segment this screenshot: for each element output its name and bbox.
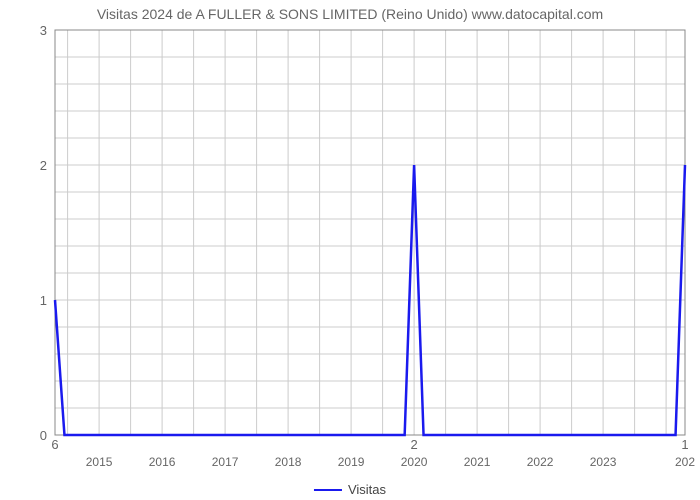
x-tick-label: 2023 [590,455,617,469]
y-tick-label: 2 [40,158,47,173]
point-value-label: 2 [410,437,417,452]
x-tick-label: 2021 [464,455,491,469]
y-tick-label: 3 [40,23,47,38]
point-value-label: 6 [51,437,58,452]
y-tick-label: 1 [40,293,47,308]
legend-label: Visitas [348,482,386,497]
chart-container: Visitas 2024 de A FULLER & SONS LIMITED … [0,0,700,500]
y-tick-label: 0 [40,428,47,443]
x-tick-label-partial: 202 [675,455,695,469]
x-tick-label: 2015 [86,455,113,469]
legend-line [314,489,342,491]
x-tick-label: 2020 [401,455,428,469]
x-tick-label: 2017 [212,455,239,469]
point-value-label: 1 [681,437,688,452]
x-tick-label: 2022 [527,455,554,469]
chart-svg [0,0,700,470]
x-tick-label: 2016 [149,455,176,469]
x-tick-label: 2019 [338,455,365,469]
x-tick-label: 2018 [275,455,302,469]
legend: Visitas [314,482,386,497]
